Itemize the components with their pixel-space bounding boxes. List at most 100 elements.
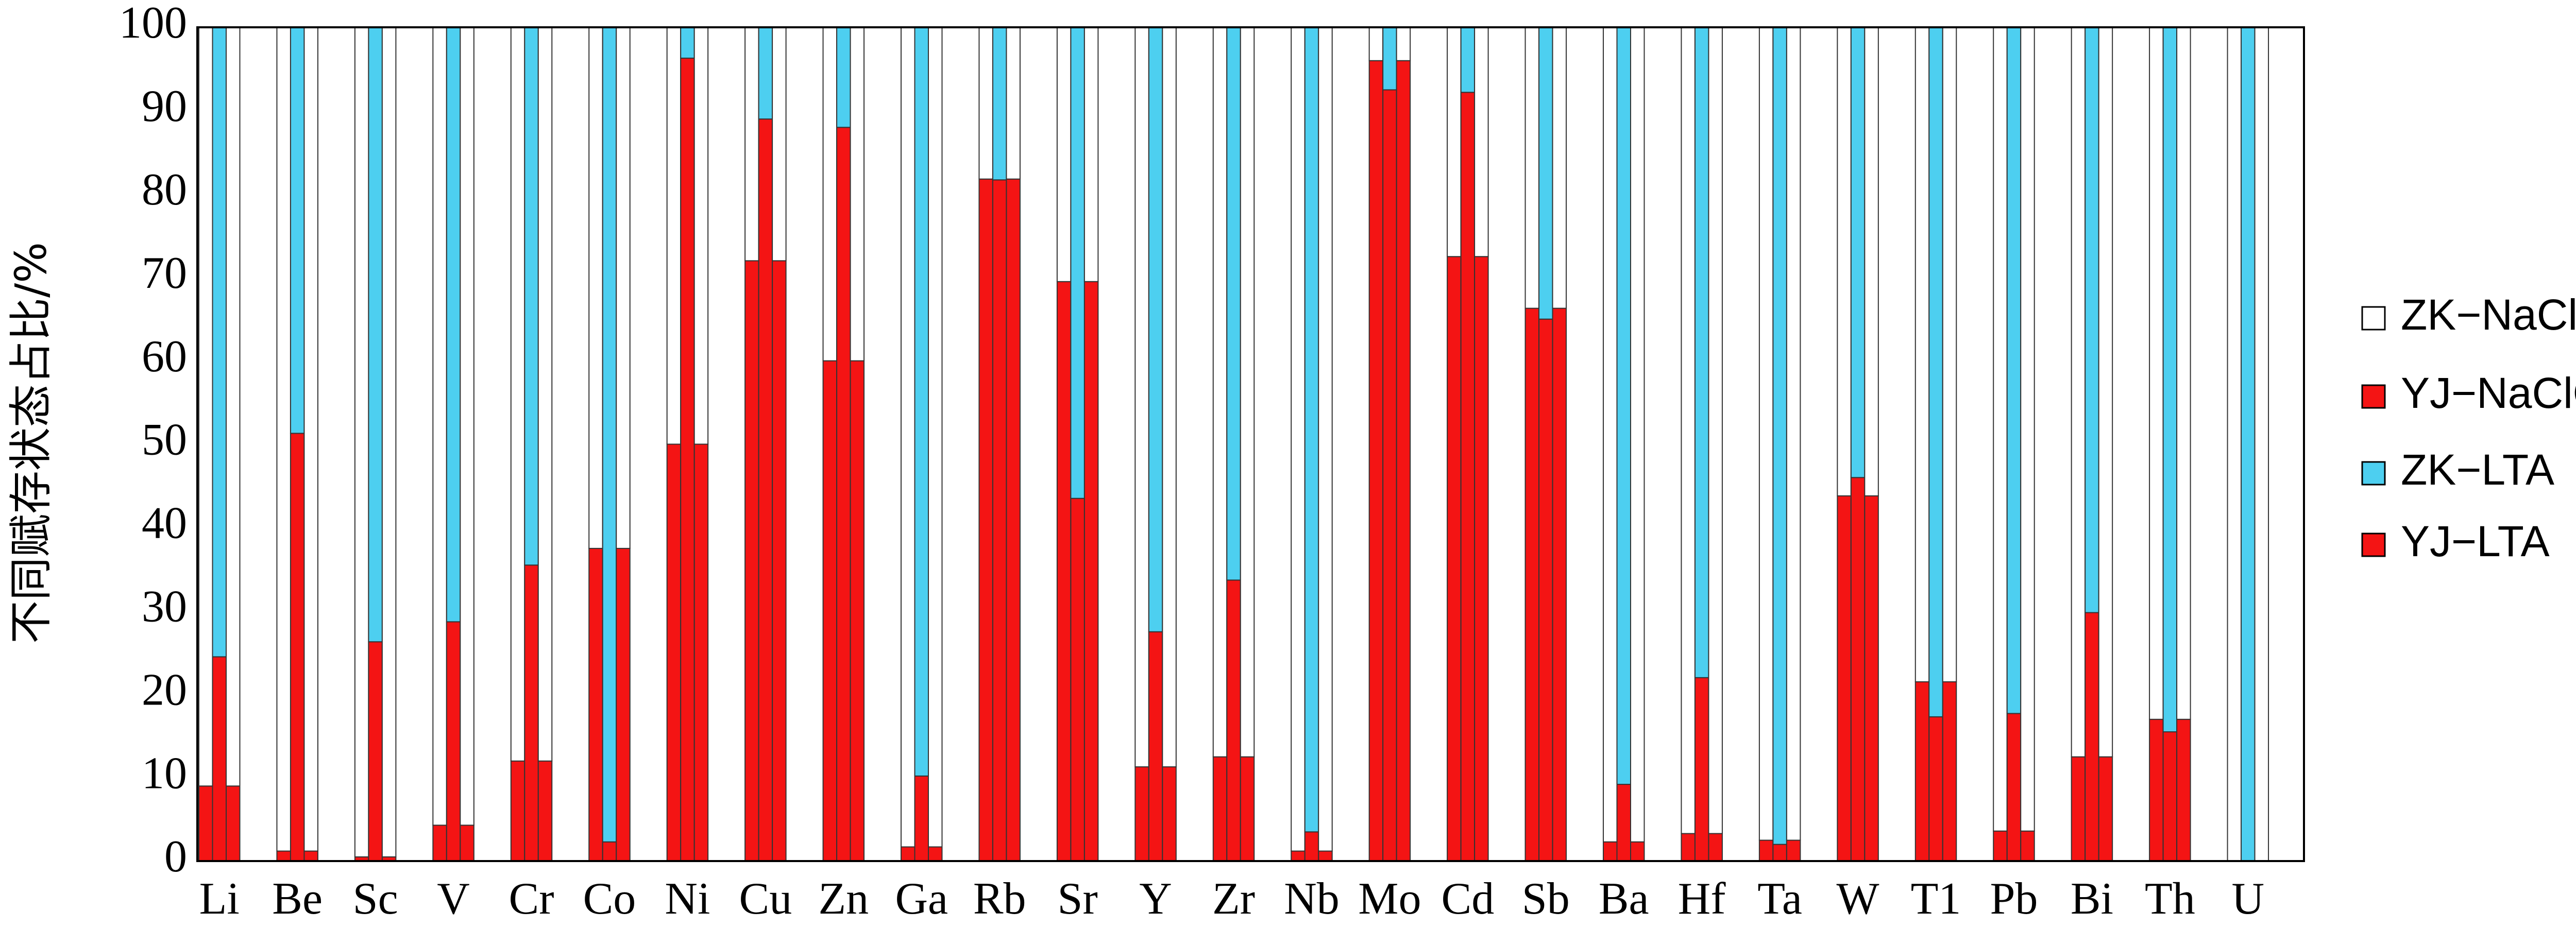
bar-segment (1368, 27, 1384, 61)
bar-segment (1006, 27, 1021, 180)
x-tick-label: Rb (973, 874, 1026, 924)
x-tick-label: Nb (1284, 874, 1340, 924)
bar-segment (1304, 27, 1319, 833)
plot-frame (196, 26, 2305, 862)
x-tick-label: Co (583, 874, 636, 924)
bar-segment (290, 433, 305, 862)
bar-segment (1134, 766, 1149, 862)
bar-segment (1396, 27, 1411, 61)
bar-segment (198, 785, 213, 862)
bar-segment (616, 547, 631, 862)
x-tick-label: W (1837, 874, 1879, 924)
bar-segment (1681, 27, 1696, 834)
x-tick-label: Sr (1058, 874, 1098, 924)
bar-segment (2254, 27, 2269, 862)
bar-segment (198, 27, 213, 787)
legend-marker (2361, 384, 2386, 409)
bar-segment (680, 57, 695, 862)
bar-segment (1318, 850, 1333, 862)
bar-segment (1864, 27, 1879, 496)
bar-segment (303, 27, 318, 852)
bar-segment (432, 27, 447, 826)
y-tick-label: 40 (142, 499, 187, 548)
bar-segment (1240, 27, 1255, 758)
y-tick-label: 20 (142, 665, 187, 715)
bar-segment (2006, 713, 2022, 862)
y-tick-label: 30 (142, 581, 187, 631)
bar-segment (1552, 307, 1567, 862)
legend-label: YJ−LTA (2401, 517, 2550, 565)
bar-segment (1928, 716, 1943, 862)
bar-segment (1070, 497, 1085, 862)
bar-segment (1212, 27, 1228, 758)
legend-label: ZK−LTA (2401, 445, 2554, 494)
bar-segment (2162, 731, 2178, 862)
y-tick-label: 100 (119, 0, 187, 48)
bar-segment (1694, 27, 1709, 678)
x-tick-label: Ni (665, 874, 710, 924)
bar-segment (928, 846, 943, 862)
bar-segment (666, 27, 682, 445)
bar-segment (1056, 27, 1072, 282)
bar-segment (1474, 27, 1489, 257)
bar-segment (758, 118, 773, 862)
bar-segment (992, 27, 1007, 181)
bar-segment (1382, 27, 1397, 91)
bar-segment (2006, 27, 2022, 714)
bar-segment (1240, 756, 1255, 862)
bar-segment (1837, 495, 1852, 862)
x-tick-label: V (437, 874, 470, 924)
x-tick-label: Th (2145, 874, 2195, 924)
bar-segment (446, 27, 461, 623)
bar-segment (2162, 27, 2178, 733)
bar-segment (772, 260, 787, 862)
bar-segment (2098, 27, 2113, 758)
x-tick-label: Be (272, 874, 323, 924)
bar-segment (276, 850, 291, 862)
bar-segment (2071, 756, 2086, 862)
bar-segment (901, 27, 916, 848)
bar-segment (1524, 307, 1540, 862)
bar-segment (524, 564, 539, 862)
bar-segment (1914, 681, 1930, 862)
bar-segment (978, 27, 993, 180)
bar-segment (1694, 677, 1709, 862)
x-tick-label: Pb (1990, 874, 2038, 924)
bar-segment (992, 179, 1007, 862)
x-tick-label: U (2232, 874, 2265, 924)
bar-segment (822, 27, 838, 362)
bar-segment (1056, 281, 1072, 862)
bar-segment (2149, 718, 2164, 862)
bar-segment (1368, 60, 1384, 862)
bar-segment (1630, 841, 1645, 862)
bar-segment (460, 27, 474, 826)
bar-segment (1083, 281, 1099, 862)
bar-segment (1850, 477, 1866, 862)
bar-segment (1148, 631, 1163, 862)
bar-segment (2098, 756, 2113, 862)
bar-segment (602, 27, 617, 843)
x-tick-label: Mo (1358, 874, 1421, 924)
bar-segment (978, 178, 993, 862)
bar-segment (1837, 27, 1852, 496)
bar-segment (1758, 839, 1774, 862)
bar-segment (1603, 27, 1618, 843)
y-tick-label: 80 (142, 165, 187, 215)
bar-segment (460, 824, 474, 862)
bar-segment (368, 27, 383, 643)
bar-segment (588, 27, 603, 549)
bar-segment (2176, 27, 2191, 720)
bar-segment (1993, 830, 2008, 862)
bar-segment (446, 621, 461, 862)
bar-segment (1914, 27, 1930, 682)
bar-segment (914, 775, 929, 862)
x-tick-label: Cu (739, 874, 792, 924)
bar-segment (1396, 60, 1411, 862)
bar-segment (1850, 27, 1866, 478)
x-tick-label: Zr (1212, 874, 1255, 924)
bar-segment (1864, 495, 1879, 862)
bar-segment (510, 27, 526, 762)
y-tick-label: 60 (142, 332, 187, 382)
bar-segment (836, 127, 851, 862)
bar-segment (2071, 27, 2086, 758)
